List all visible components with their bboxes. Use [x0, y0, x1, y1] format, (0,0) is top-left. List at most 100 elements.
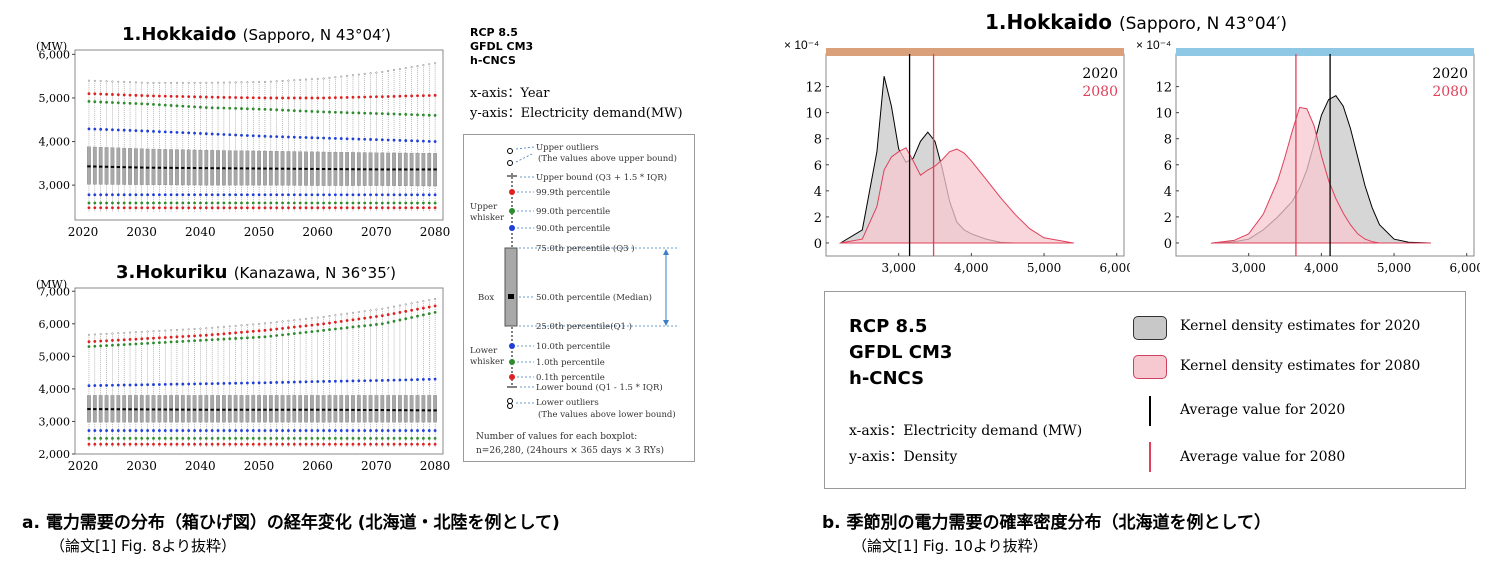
p90-dot [363, 137, 367, 141]
p1-dot [163, 436, 167, 440]
median-mark [327, 168, 332, 171]
y-tick-label: 6 [1164, 159, 1172, 174]
p90-dot [111, 383, 114, 387]
p999-dot [175, 95, 179, 98]
p01-dot [269, 206, 273, 210]
p999-dot [275, 327, 279, 331]
p90-dot [375, 379, 378, 382]
legend-upper-whisker-2: whisker [470, 213, 505, 223]
p10-dot [363, 193, 367, 197]
p10-dot [392, 193, 396, 197]
p999-dot [310, 96, 314, 100]
p99-dot [105, 344, 108, 348]
p01-dot [216, 442, 220, 446]
p90-dot [204, 382, 208, 386]
p99-dot [163, 103, 167, 107]
x-tick-label: 3,000 [1232, 261, 1266, 275]
p10-dot [146, 193, 150, 197]
median-mark [280, 167, 285, 170]
p01-dot [140, 442, 144, 446]
p99-dot [304, 330, 308, 334]
legend-p999: 99.9th percentile [536, 188, 610, 198]
p01-dot [228, 206, 232, 210]
p999-dot [257, 329, 261, 333]
p999-dot [410, 94, 414, 98]
outlier-mark [205, 327, 208, 330]
p1-dot [134, 201, 138, 205]
p999-dot [304, 324, 308, 328]
p99-dot [169, 104, 173, 107]
p90-dot [175, 382, 179, 386]
p10-dot [416, 193, 419, 197]
p99-dot [433, 311, 437, 314]
outlier-mark [346, 312, 349, 315]
p10-dot [175, 193, 179, 197]
p1-dot [193, 436, 196, 440]
legend-count-value: n=26,280, (24hours × 365 days × 3 RYs) [476, 445, 664, 456]
p99-dot [146, 102, 150, 106]
outlier-mark [328, 315, 331, 318]
p999-dot [263, 96, 267, 100]
p90-dot [427, 377, 431, 381]
p01-dot [263, 442, 267, 446]
title-sub: (Kanazawa, N 36°35′) [233, 264, 397, 282]
y-tick-label: 6,000 [39, 318, 71, 331]
p1-dot [257, 201, 261, 205]
median-mark [157, 408, 162, 411]
x-tick-label: 2050 [244, 459, 275, 473]
p90-dot [163, 130, 167, 134]
p01-dot [146, 206, 150, 210]
p99-dot [204, 338, 208, 342]
p90-dot [169, 130, 173, 134]
p10-dot [116, 429, 120, 432]
p10-dot [310, 429, 314, 432]
p999-dot [281, 96, 284, 100]
box [433, 395, 437, 423]
outlier-mark [152, 81, 155, 84]
p90-dot [392, 378, 396, 382]
label-2080: 2080 [1082, 84, 1118, 100]
legend-count-label: Number of values for each boxplot: [476, 432, 637, 442]
p1-dot [416, 436, 419, 440]
p1-dot [339, 201, 343, 205]
y-tick-label: 6,000 [39, 48, 71, 61]
p10-dot [99, 429, 103, 432]
p1-dot [111, 436, 114, 440]
p99-dot [181, 104, 185, 108]
p1-dot [175, 201, 179, 205]
p90-dot [140, 129, 144, 133]
p10-dot [275, 193, 279, 197]
p01-dot [169, 442, 173, 446]
p90-dot [398, 138, 402, 142]
p10-dot [263, 193, 267, 197]
p1-dot [116, 201, 120, 205]
p999-dot [228, 96, 232, 99]
p999-dot [369, 315, 372, 319]
p1-dot [234, 201, 238, 205]
p99-dot [375, 112, 378, 115]
p99-dot [240, 336, 243, 340]
p90-dot [416, 139, 419, 143]
median-mark [404, 168, 408, 171]
p1-dot [269, 436, 273, 440]
outlier-mark [334, 314, 337, 317]
outlier-mark [246, 81, 249, 84]
p01-dot [93, 442, 97, 446]
p10-dot [281, 193, 284, 197]
p1-dot [181, 201, 185, 205]
median-mark [204, 408, 208, 411]
p90-dot [240, 381, 243, 385]
outlier-mark [175, 328, 178, 331]
legend-q3: 75.0th percentile (Q3 ) [536, 243, 635, 254]
outlier-mark [434, 298, 437, 301]
x-tick-label: 2030 [126, 459, 157, 473]
median-mark [210, 408, 214, 411]
p10-dot [146, 429, 150, 432]
kde-title: 1.Hokkaido (Sapporo, N 43°04′) [985, 10, 1287, 34]
p90-dot [216, 132, 220, 136]
p90-dot [263, 134, 267, 138]
outlier-mark [234, 81, 237, 84]
p1-dot [257, 436, 261, 440]
p999-dot [333, 96, 337, 100]
p999-dot [322, 96, 326, 100]
